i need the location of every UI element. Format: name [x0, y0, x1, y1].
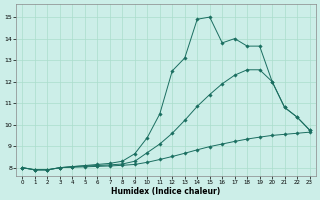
X-axis label: Humidex (Indice chaleur): Humidex (Indice chaleur) [111, 187, 221, 196]
